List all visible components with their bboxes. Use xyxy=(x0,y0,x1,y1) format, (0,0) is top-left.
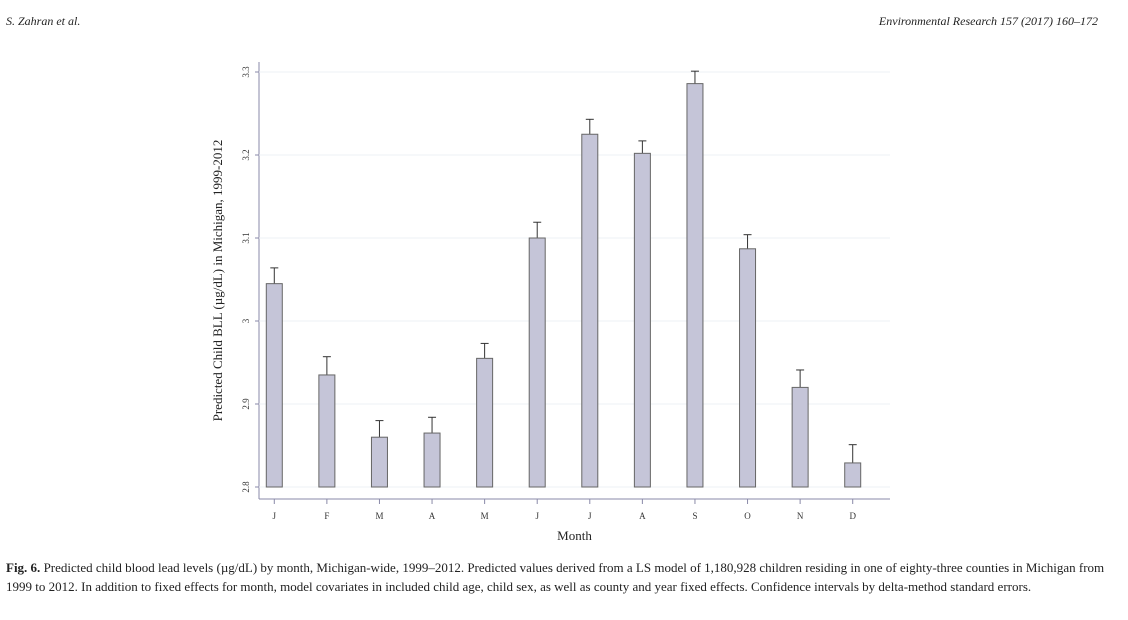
x-axis-label: Month xyxy=(557,528,592,543)
x-tick-label: S xyxy=(692,511,697,521)
x-tick-label: J xyxy=(273,511,277,521)
bar xyxy=(265,283,283,488)
bar xyxy=(318,374,336,488)
x-tick-label: D xyxy=(849,511,856,521)
x-tick-label: A xyxy=(429,511,436,521)
x-tick-label: O xyxy=(744,511,751,521)
y-tick-label: 3.1 xyxy=(241,232,251,243)
y-tick-label: 3 xyxy=(241,318,251,323)
y-axis-label: Predicted Child BLL (µg/dL) in Michigan,… xyxy=(210,140,225,422)
bar-chart: 2.8 2.9 3 3.1 3.2 3.3 J F M A M J J A S O N D Month Predict… xyxy=(210,62,890,543)
bar xyxy=(791,386,809,488)
bar xyxy=(633,152,651,488)
y-tick-label: 3.2 xyxy=(241,149,251,160)
bar xyxy=(528,237,546,488)
bar xyxy=(844,462,862,488)
bar xyxy=(686,83,704,488)
figure-caption: Fig. 6. Predicted child blood lead level… xyxy=(6,558,1106,596)
x-tick-label: J xyxy=(588,511,592,521)
x-tick-label: M xyxy=(481,511,489,521)
x-tick-label: J xyxy=(535,511,539,521)
bar xyxy=(739,248,757,488)
y-tick-label: 2.9 xyxy=(241,398,251,410)
x-tick-label: M xyxy=(375,511,383,521)
x-tick-label: F xyxy=(324,511,329,521)
x-tick-label: A xyxy=(639,511,646,521)
bar xyxy=(476,357,494,488)
caption-text: Predicted child blood lead levels (µg/dL… xyxy=(6,560,1105,594)
running-header-journal: Environmental Research 157 (2017) 160–17… xyxy=(878,14,1098,28)
caption-label: Fig. 6. xyxy=(6,560,41,575)
bar xyxy=(370,436,388,488)
y-tick-label: 3.3 xyxy=(241,66,251,78)
y-tick-label: 2.8 xyxy=(241,481,251,493)
bar xyxy=(581,133,599,488)
x-tick-label: N xyxy=(797,511,804,521)
running-header-authors: S. Zahran et al. xyxy=(6,14,81,28)
bar xyxy=(423,432,441,488)
